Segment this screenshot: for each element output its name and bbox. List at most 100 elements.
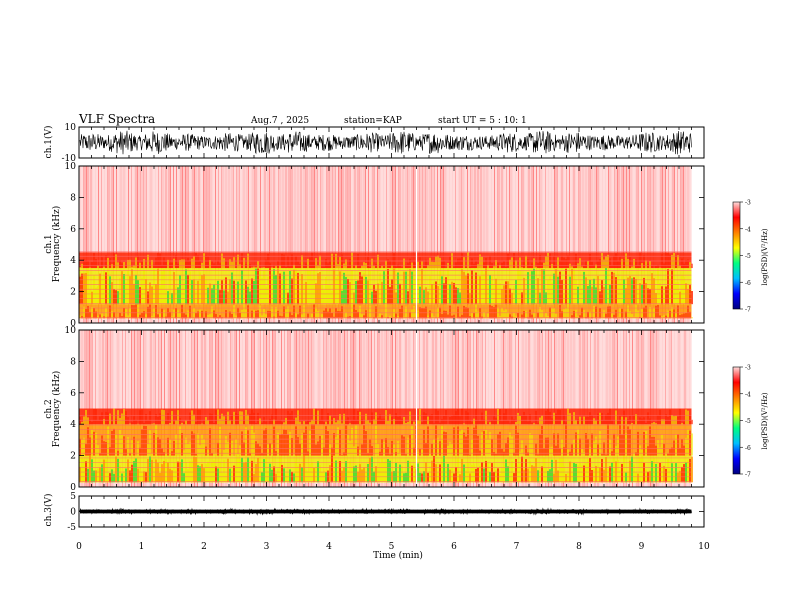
band-texture [361, 469, 363, 483]
band-texture [605, 313, 607, 319]
band-texture [107, 269, 109, 305]
band-texture [163, 460, 165, 483]
band-texture [433, 456, 435, 483]
band-texture [545, 256, 547, 269]
band-texture [541, 262, 543, 269]
band-texture [563, 414, 565, 425]
band-texture [349, 282, 351, 305]
band-texture [215, 452, 217, 456]
band-texture [245, 309, 247, 319]
band-texture [417, 451, 419, 456]
band-texture [607, 424, 609, 456]
band-texture [665, 414, 667, 425]
band-texture [257, 268, 259, 305]
band-texture [93, 470, 95, 483]
band-texture [381, 457, 383, 483]
band-texture [395, 452, 397, 456]
band-texture [463, 271, 465, 305]
band-texture [487, 439, 489, 456]
band-texture [605, 414, 607, 425]
band-texture [275, 473, 277, 483]
band-texture [335, 422, 337, 425]
band-texture [349, 423, 351, 425]
band-texture [609, 466, 611, 483]
band-texture [299, 305, 301, 319]
band-texture [351, 304, 353, 319]
band-texture [131, 464, 133, 483]
band-texture [359, 265, 361, 269]
band-texture [141, 429, 143, 456]
band-texture [641, 418, 643, 425]
band-texture [435, 256, 437, 269]
band-texture [149, 411, 151, 425]
band-texture [157, 252, 159, 269]
band-texture [397, 315, 399, 319]
band-texture [557, 257, 559, 269]
band-texture [259, 269, 261, 305]
band-texture [641, 449, 643, 456]
band-texture [217, 280, 219, 305]
band-texture [567, 449, 569, 456]
band-texture [329, 444, 331, 456]
band-texture [565, 268, 567, 305]
band-texture [83, 437, 85, 456]
band-texture [455, 411, 457, 425]
band-texture [539, 474, 541, 483]
band-texture [111, 282, 113, 305]
band-texture [599, 291, 601, 305]
band-texture [689, 430, 691, 456]
band-texture [395, 462, 397, 483]
band-texture [225, 260, 227, 269]
band-texture [161, 409, 163, 425]
band-texture [551, 418, 553, 425]
band-texture [451, 281, 453, 305]
band-texture [655, 265, 657, 269]
band-texture [311, 419, 313, 425]
band-texture [477, 435, 479, 456]
band-texture [427, 472, 429, 483]
band-texture [659, 462, 661, 483]
band-texture [279, 456, 281, 483]
band-texture [355, 281, 357, 305]
band-texture [675, 256, 677, 269]
band-texture [189, 271, 191, 305]
x-tick-label: 10 [698, 542, 710, 552]
band-texture [677, 434, 679, 456]
band-texture [557, 433, 559, 456]
band-texture [243, 462, 245, 483]
band-texture [471, 421, 473, 425]
band-texture [613, 433, 615, 456]
band-texture [667, 310, 669, 319]
band-texture [241, 253, 243, 269]
band-texture [521, 456, 523, 483]
band-texture [681, 439, 683, 456]
band-texture [483, 431, 485, 456]
band-texture [135, 275, 137, 305]
band-texture [283, 422, 285, 425]
band-texture [333, 255, 335, 269]
band-texture [107, 257, 109, 269]
band-texture [181, 259, 183, 269]
band-texture [235, 286, 237, 305]
band-texture [445, 277, 447, 305]
band-texture [331, 455, 333, 483]
band-texture [479, 276, 481, 305]
band-texture [93, 408, 95, 425]
band-texture [285, 277, 287, 305]
band-texture [361, 314, 363, 319]
band-texture [487, 285, 489, 305]
band-texture [571, 444, 573, 456]
band-texture [147, 420, 149, 425]
band-texture [285, 473, 287, 483]
band-texture [327, 431, 329, 456]
band-texture [275, 266, 277, 269]
band-texture [655, 305, 657, 319]
band-texture [133, 265, 135, 269]
band-texture [563, 447, 565, 456]
band-texture [599, 259, 601, 269]
band-texture [233, 411, 235, 425]
band-texture [611, 271, 613, 305]
band-texture [351, 427, 353, 456]
band-texture [287, 410, 289, 425]
band-texture [339, 461, 341, 483]
